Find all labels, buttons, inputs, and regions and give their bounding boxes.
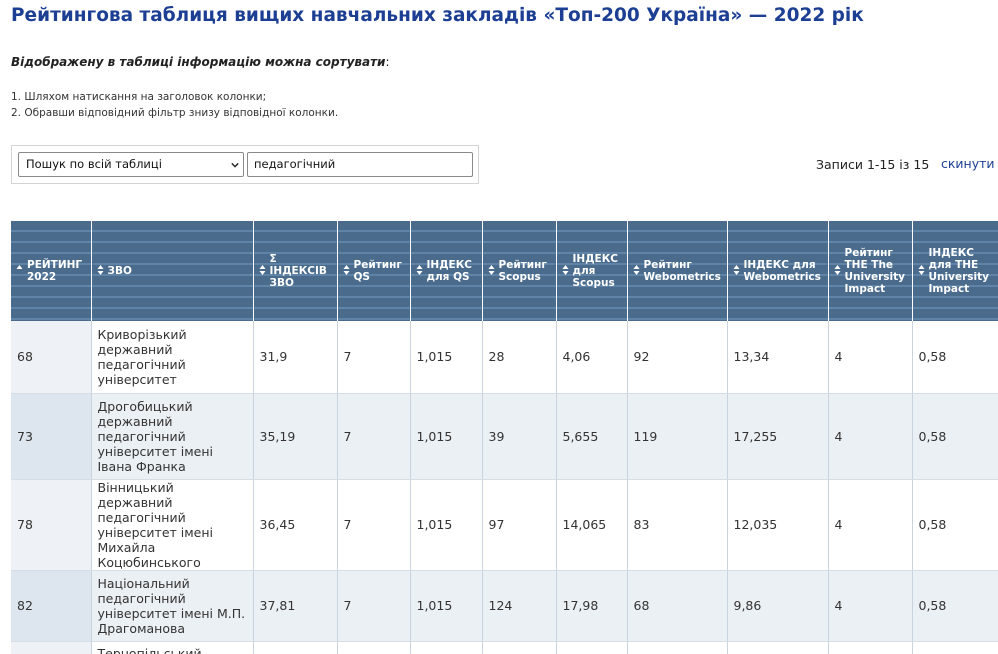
column-header-webometrics-index[interactable]: ІНДЕКС для Webometrics	[727, 221, 829, 321]
sort-instructions-list: 1. Шляхом натискання на заголовок колонк…	[11, 89, 338, 121]
cell-qs-rank: 7	[337, 393, 411, 480]
cell-rank: 78	[11, 479, 92, 571]
cell-webometrics-rank: 83	[627, 479, 728, 571]
cell-scopus-rank: 28	[482, 321, 557, 394]
cell-webometrics-index: 9,86	[727, 570, 829, 642]
sort-icon	[488, 264, 495, 279]
records-count: Записи 1-15 із 15	[816, 157, 930, 172]
cell-webometrics-rank: 119	[627, 393, 728, 480]
column-header-scopus-rank[interactable]: Рейтинг Scopus	[482, 221, 557, 321]
cell-the-rank: 4	[828, 321, 913, 394]
sort-icon	[416, 264, 423, 279]
cell-index-sum: 37,81	[253, 570, 338, 642]
cell-qs-rank: 7	[337, 479, 411, 571]
cell-rank: 73	[11, 393, 92, 480]
cell-the-index: 0,58	[912, 393, 998, 480]
sort-icon	[633, 264, 640, 279]
cell-index-sum: 35,19	[253, 393, 338, 480]
cell-scopus-index: 5,655	[556, 393, 628, 480]
search-panel: Пошук по всій таблиці педагогічний	[11, 145, 479, 184]
cell-the-index: 0,58	[912, 570, 998, 642]
cell-the-rank: 4	[828, 393, 913, 480]
column-header-index-sum[interactable]: Σ ІНДЕКСІВ ЗВО	[253, 221, 338, 321]
chevron-down-icon	[231, 162, 239, 168]
cell-university: Національний педагогічний університет ім…	[91, 570, 254, 642]
cell-qs-index	[410, 641, 483, 654]
table-row: 78 Вінницький державний педагогічний уні…	[11, 479, 998, 571]
cell-scopus-rank	[482, 641, 557, 654]
column-header-rank[interactable]: РЕЙТИНГ 2022	[11, 221, 92, 321]
cell-scopus-index: 17,98	[556, 570, 628, 642]
sort-icon	[97, 264, 104, 279]
cell-index-sum: 31,9	[253, 321, 338, 394]
sort-instructions-heading: Відображену в таблиці інформацію можна с…	[11, 55, 390, 69]
cell-the-index: 0,58	[912, 321, 998, 394]
column-header-webometrics-rank[interactable]: Рейтинг Webometrics	[627, 221, 728, 321]
sort-icon	[16, 264, 23, 279]
table-row: 73 Дрогобицький державний педагогічний у…	[11, 393, 998, 480]
search-scope-value: Пошук по всій таблиці	[26, 157, 162, 171]
cell-university: Вінницький державний педагогічний універ…	[91, 479, 254, 571]
cell-qs-rank: 7	[337, 570, 411, 642]
sort-icon	[834, 264, 841, 279]
cell-scopus-index: 4,06	[556, 321, 628, 394]
cell-qs-index: 1,015	[410, 393, 483, 480]
cell-webometrics-index	[727, 641, 829, 654]
table-row: 82 Національний педагогічний університет…	[11, 570, 998, 642]
cell-webometrics-rank: 92	[627, 321, 728, 394]
sort-icon	[733, 264, 740, 279]
cell-rank	[11, 641, 92, 654]
cell-qs-index: 1,015	[410, 479, 483, 571]
cell-scopus-rank: 39	[482, 393, 557, 480]
search-input[interactable]: педагогічний	[247, 152, 473, 177]
cell-the-rank: 4	[828, 570, 913, 642]
column-header-qs-rank[interactable]: Рейтинг QS	[337, 221, 411, 321]
cell-university: Дрогобицький державний педагогічний унів…	[91, 393, 254, 480]
cell-index-sum	[253, 641, 338, 654]
sort-icon	[918, 264, 925, 279]
table-row: 68 Криворізький державний педагогічний у…	[11, 321, 998, 394]
cell-scopus-rank: 124	[482, 570, 557, 642]
cell-the-rank: 4	[828, 479, 913, 571]
cell-scopus-index: 14,065	[556, 479, 628, 571]
cell-webometrics-rank: 68	[627, 570, 728, 642]
cell-the-index	[912, 641, 998, 654]
column-header-the-index[interactable]: ІНДЕКС для THE University Impact	[912, 221, 998, 321]
sort-icon	[562, 264, 569, 279]
cell-university: Криворізький державний педагогічний унів…	[91, 321, 254, 394]
reset-link[interactable]: скинути	[941, 156, 995, 171]
cell-webometrics-index: 17,255	[727, 393, 829, 480]
cell-qs-rank: 7	[337, 321, 411, 394]
cell-webometrics-index: 12,035	[727, 479, 829, 571]
table-row: Тернопільський	[11, 641, 998, 654]
sort-heading-text: Відображену в таблиці інформацію можна с…	[11, 55, 386, 69]
rating-table: РЕЙТИНГ 2022 ЗВО Σ ІНДЕКСІВ ЗВО Рейтинг …	[11, 221, 998, 654]
sort-step: 2. Обравши відповідний фільтр знизу відп…	[11, 107, 339, 119]
cell-the-index: 0,58	[912, 479, 998, 571]
column-header-the-rank[interactable]: Рейтинг THE The University Impact	[828, 221, 913, 321]
column-header-qs-index[interactable]: ІНДЕКС для QS	[410, 221, 483, 321]
table-header-row: РЕЙТИНГ 2022 ЗВО Σ ІНДЕКСІВ ЗВО Рейтинг …	[11, 221, 998, 321]
cell-webometrics-rank	[627, 641, 728, 654]
search-scope-select[interactable]: Пошук по всій таблиці	[18, 152, 244, 177]
cell-index-sum: 36,45	[253, 479, 338, 571]
sort-step: 1. Шляхом натискання на заголовок колонк…	[11, 91, 267, 103]
cell-qs-rank	[337, 641, 411, 654]
cell-scopus-index	[556, 641, 628, 654]
cell-qs-index: 1,015	[410, 570, 483, 642]
column-header-university[interactable]: ЗВО	[91, 221, 254, 321]
column-header-scopus-index[interactable]: ІНДЕКС для Scopus	[556, 221, 628, 321]
cell-the-rank	[828, 641, 913, 654]
cell-qs-index: 1,015	[410, 321, 483, 394]
sort-heading-colon: :	[385, 55, 390, 69]
cell-webometrics-index: 13,34	[727, 321, 829, 394]
sort-icon	[343, 264, 350, 279]
cell-rank: 68	[11, 321, 92, 394]
cell-scopus-rank: 97	[482, 479, 557, 571]
cell-university: Тернопільський	[91, 641, 254, 654]
page-title: Рейтингова таблиця вищих навчальних закл…	[11, 5, 864, 26]
cell-rank: 82	[11, 570, 92, 642]
sort-icon	[259, 264, 266, 279]
